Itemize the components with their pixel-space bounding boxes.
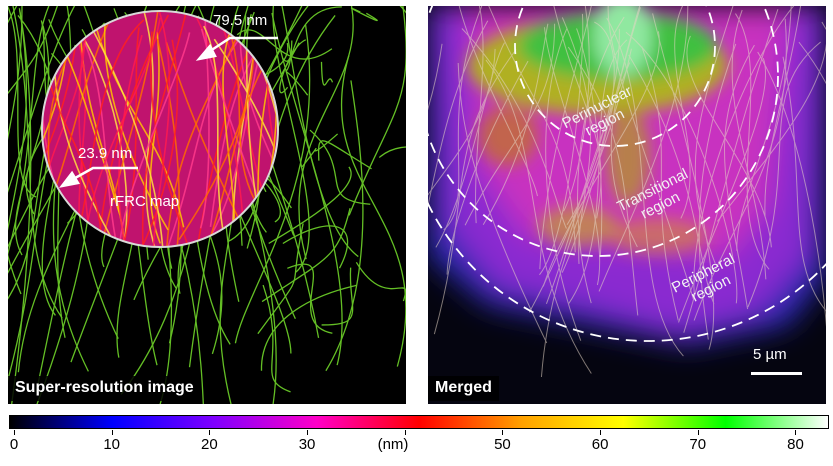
colorbar-tick [14, 430, 15, 435]
merged-caption: Merged [428, 376, 499, 401]
colorbar-tick [404, 430, 406, 435]
colorbar-tick-label: 50 [494, 436, 511, 453]
super-resolution-caption: Super-resolution image [8, 376, 201, 401]
resolution-max-label: 79.5 nm [213, 12, 268, 29]
colorbar-unit-label: (nm) [377, 436, 409, 453]
colorbar-tick [502, 430, 504, 435]
colorbar-tick [697, 430, 699, 435]
colorbar-tick-label: 20 [201, 436, 218, 453]
colorbar-tick-label: 80 [787, 436, 804, 453]
colorbar [9, 415, 829, 429]
colorbar-tick [209, 430, 211, 435]
scale-bar-label: 5 µm [753, 346, 787, 363]
resolution-min-label: 23.9 nm [78, 145, 133, 162]
colorbar-tick-label: 70 [689, 436, 707, 453]
colorbar-tick-label: 0 [9, 436, 19, 453]
rfrc-map-label: rFRC map [110, 193, 180, 210]
microtubule-image [8, 6, 406, 404]
annotation-arrows [59, 36, 278, 188]
region-boundaries [428, 6, 826, 342]
colorbar-tick-label: 10 [103, 436, 121, 453]
colorbar-tick [795, 430, 797, 435]
super-resolution-panel: 79.5 nm 23.9 nm rFRC map Super-resolutio… [8, 6, 406, 404]
scale-bar [751, 372, 802, 375]
colorbar-tick [111, 430, 113, 435]
rfrc-inset-outline [41, 10, 279, 248]
colorbar-tick [600, 430, 602, 435]
colorbar-tick [307, 430, 309, 435]
merged-panel: Perinuclear region Transitional region P… [428, 6, 826, 404]
colorbar-tick-label: 30 [298, 436, 316, 453]
merged-image [428, 6, 826, 404]
colorbar-tick-label: 60 [591, 436, 609, 453]
